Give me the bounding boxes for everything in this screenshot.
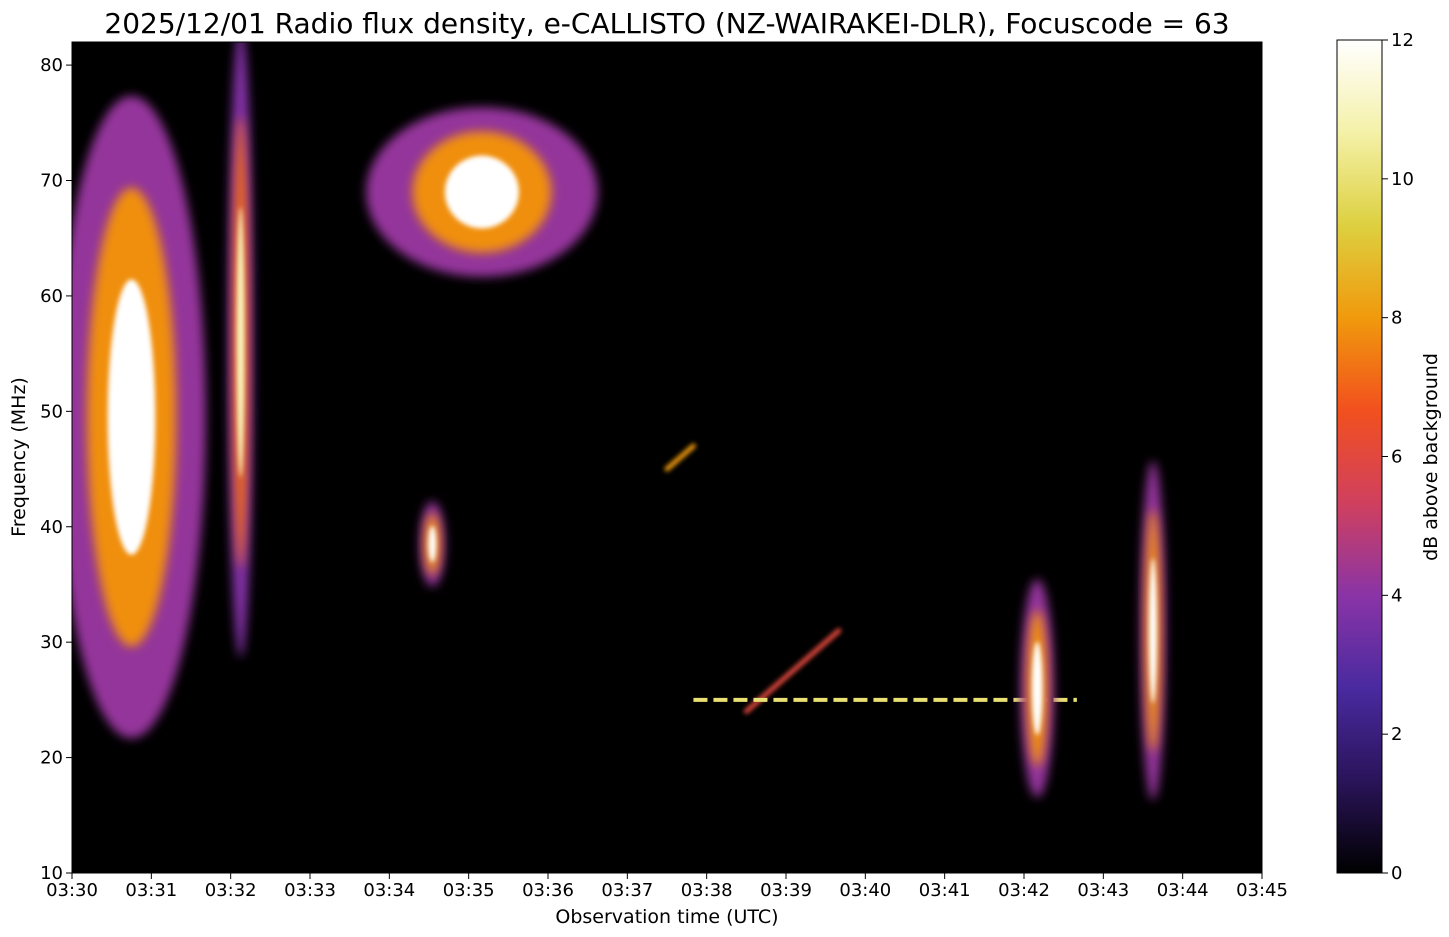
spectrogram-feature — [1140, 460, 1166, 801]
x-axis: 03:30 03:31 03:32 03:33 03:34 03:35 03:36 03:37… — [46, 873, 1288, 901]
x-tick-label: 03:32 — [205, 880, 257, 901]
x-axis-label: Observation time (UTC) — [555, 906, 778, 928]
colorbar-tick-label: 2 — [1391, 724, 1402, 745]
spectrogram-feature — [228, 42, 253, 658]
x-tick-label: 03:44 — [1157, 880, 1209, 901]
y-tick-label: 10 — [40, 863, 63, 884]
colorbar-ticks: 0 2 4 6 8 10 12 — [1382, 30, 1414, 884]
y-tick-label: 30 — [40, 632, 63, 653]
x-tick-label: 03:43 — [1077, 880, 1129, 901]
y-tick-label: 70 — [40, 171, 63, 192]
y-axis: 10 20 30 40 50 60 70 80 — [40, 55, 72, 884]
colorbar-label: dB above background — [1420, 353, 1442, 561]
y-tick-label: 80 — [40, 55, 63, 76]
y-tick-label: 60 — [40, 286, 63, 307]
spectrogram-feature — [664, 443, 696, 472]
x-tick-label: 03:41 — [919, 880, 971, 901]
plot-area — [71, 41, 1263, 874]
spectrogram-feature — [1020, 579, 1054, 798]
x-tick-label: 03:30 — [46, 880, 98, 901]
plot-background — [72, 42, 1262, 873]
x-tick-label: 03:38 — [681, 880, 733, 901]
chart-title: 2025/12/01 Radio flux density, e-CALLIST… — [104, 7, 1229, 40]
colorbar-gradient — [1336, 39, 1383, 874]
x-tick-label: 03:42 — [998, 880, 1050, 901]
plot-frame — [71, 41, 1263, 874]
colorbar-tick-label: 12 — [1391, 30, 1414, 51]
spectrogram-feature — [419, 501, 445, 587]
x-tick-label: 03:45 — [1236, 880, 1288, 901]
y-tick-label: 20 — [40, 748, 63, 769]
x-tick-label: 03:39 — [760, 880, 812, 901]
x-tick-label: 03:40 — [839, 880, 891, 901]
y-tick-label: 50 — [40, 401, 63, 422]
spectrogram-feature — [366, 107, 598, 277]
colorbar-tick-label: 8 — [1391, 308, 1402, 329]
colorbar-tick-label: 6 — [1391, 447, 1402, 468]
colorbar-tick-label: 10 — [1391, 169, 1414, 190]
x-tick-label: 03:34 — [363, 880, 415, 901]
x-tick-label: 03:31 — [125, 880, 177, 901]
spectrogram-feature — [72, 96, 206, 739]
x-tick-label: 03:37 — [601, 880, 653, 901]
y-tick-label: 40 — [40, 517, 63, 538]
y-axis-label: Frequency (MHz) — [8, 377, 30, 537]
colorbar: 0 2 4 6 8 10 12 dB above background — [1336, 30, 1442, 884]
colorbar-tick-label: 0 — [1391, 863, 1402, 884]
colorbar-tick-label: 4 — [1391, 585, 1402, 606]
spectrogram-features — [72, 42, 1166, 801]
x-tick-label: 03:33 — [284, 880, 336, 901]
x-tick-label: 03:36 — [522, 880, 574, 901]
x-tick-label: 03:35 — [443, 880, 495, 901]
